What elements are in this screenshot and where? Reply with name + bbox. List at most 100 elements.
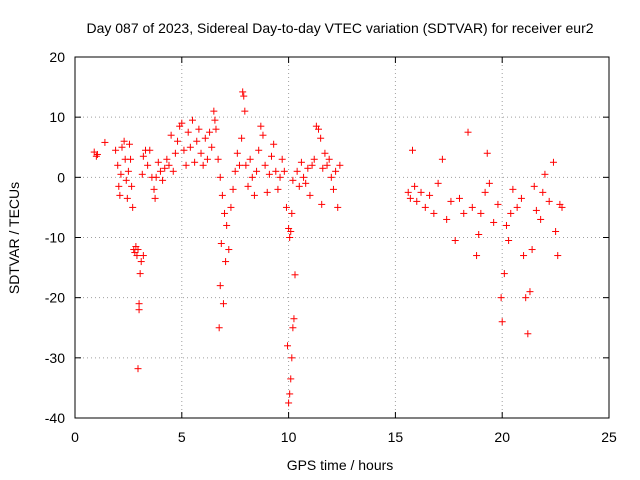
data-point: [323, 161, 331, 169]
data-point: [244, 182, 252, 190]
data-point: [117, 170, 125, 178]
data-point: [118, 143, 126, 151]
data-point: [404, 188, 412, 196]
data-point: [537, 215, 545, 223]
grid-lines: [75, 57, 609, 418]
data-point: [137, 258, 145, 266]
data-point: [128, 182, 136, 190]
data-point: [539, 188, 547, 196]
data-point: [293, 167, 301, 175]
data-point: [295, 182, 303, 190]
data-point: [223, 221, 231, 229]
data-point: [263, 188, 271, 196]
data-point: [278, 155, 286, 163]
data-point: [199, 161, 207, 169]
data-point: [257, 122, 265, 130]
data-point: [163, 155, 171, 163]
data-point: [270, 140, 278, 148]
data-point: [300, 173, 308, 181]
data-point: [473, 252, 481, 260]
data-point: [276, 173, 284, 181]
data-point: [216, 282, 224, 290]
data-point: [171, 149, 179, 157]
data-point: [259, 131, 267, 139]
data-point: [502, 221, 510, 229]
data-point: [513, 203, 521, 211]
data-point: [229, 185, 237, 193]
x-tick-label: 5: [178, 429, 186, 445]
data-point: [282, 203, 290, 211]
data-point: [297, 158, 305, 166]
data-point: [485, 179, 493, 187]
data-point: [526, 288, 534, 296]
data-point: [193, 137, 201, 145]
data-point: [291, 271, 299, 279]
data-point: [139, 252, 147, 260]
data-point: [231, 167, 239, 175]
data-point: [215, 324, 223, 332]
data-point: [152, 173, 160, 181]
data-point: [218, 191, 226, 199]
data-point: [310, 155, 318, 163]
data-point: [308, 161, 316, 169]
data-point: [268, 152, 276, 160]
data-point: [246, 155, 254, 163]
data-point: [332, 167, 340, 175]
data-point: [500, 270, 508, 278]
data-point: [101, 138, 109, 146]
data-point: [288, 354, 296, 362]
data-point: [150, 185, 158, 193]
data-point: [201, 134, 209, 142]
data-point: [545, 197, 553, 205]
x-tick-label: 20: [494, 429, 510, 445]
data-point: [156, 167, 164, 175]
data-point: [541, 170, 549, 178]
data-point: [239, 88, 247, 96]
data-point: [498, 318, 506, 326]
data-point: [528, 246, 536, 254]
data-point: [327, 173, 335, 181]
y-tick-label: 0: [57, 169, 65, 185]
data-point: [134, 246, 142, 254]
data-point: [411, 182, 419, 190]
data-point: [318, 200, 326, 208]
data-point: [304, 164, 312, 172]
data-point: [522, 294, 530, 302]
data-point: [169, 167, 177, 175]
data-point: [524, 330, 532, 338]
data-point: [455, 194, 463, 202]
data-point: [180, 146, 188, 154]
data-point: [289, 176, 297, 184]
data-point: [178, 119, 186, 127]
x-axis-label: GPS time / hours: [287, 457, 394, 473]
data-point: [233, 149, 241, 157]
data-point: [417, 188, 425, 196]
data-point: [481, 188, 489, 196]
data-point: [124, 167, 132, 175]
data-point: [483, 149, 491, 157]
data-point: [159, 176, 167, 184]
data-point: [161, 164, 169, 172]
data-point: [112, 146, 120, 154]
x-tick-label: 15: [388, 429, 404, 445]
y-tick-label: -30: [45, 350, 65, 366]
data-point: [552, 227, 560, 235]
data-point: [129, 203, 137, 211]
y-tick-label: -40: [45, 410, 65, 426]
data-point: [195, 125, 203, 133]
y-tick-label: 20: [49, 49, 65, 65]
data-point: [133, 252, 141, 260]
data-point: [509, 185, 517, 193]
data-point: [413, 197, 421, 205]
y-tick-labels: -40 -30 -20 -10 0 10 20: [45, 49, 65, 426]
data-point: [136, 270, 144, 278]
data-point: [325, 155, 333, 163]
data-point: [188, 116, 196, 124]
data-point: [135, 300, 143, 308]
data-point: [227, 203, 235, 211]
data-point: [284, 342, 292, 350]
data-point: [240, 92, 248, 100]
data-point: [197, 149, 205, 157]
data-point: [490, 218, 498, 226]
data-point: [114, 161, 122, 169]
